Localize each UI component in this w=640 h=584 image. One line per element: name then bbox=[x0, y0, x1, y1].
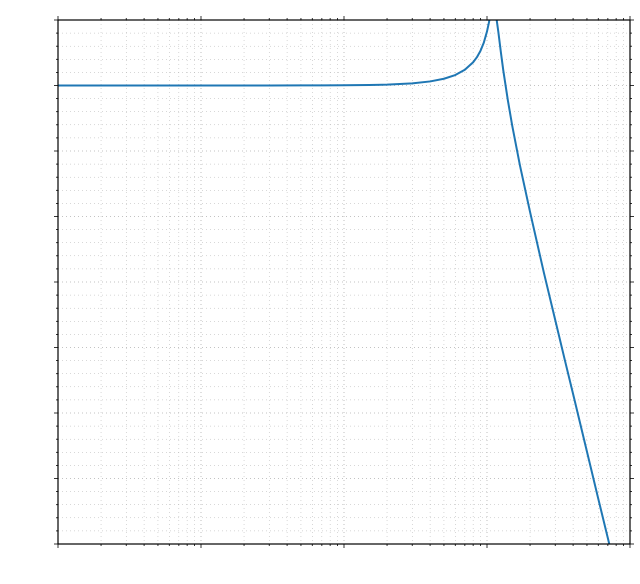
line-chart bbox=[0, 0, 640, 584]
